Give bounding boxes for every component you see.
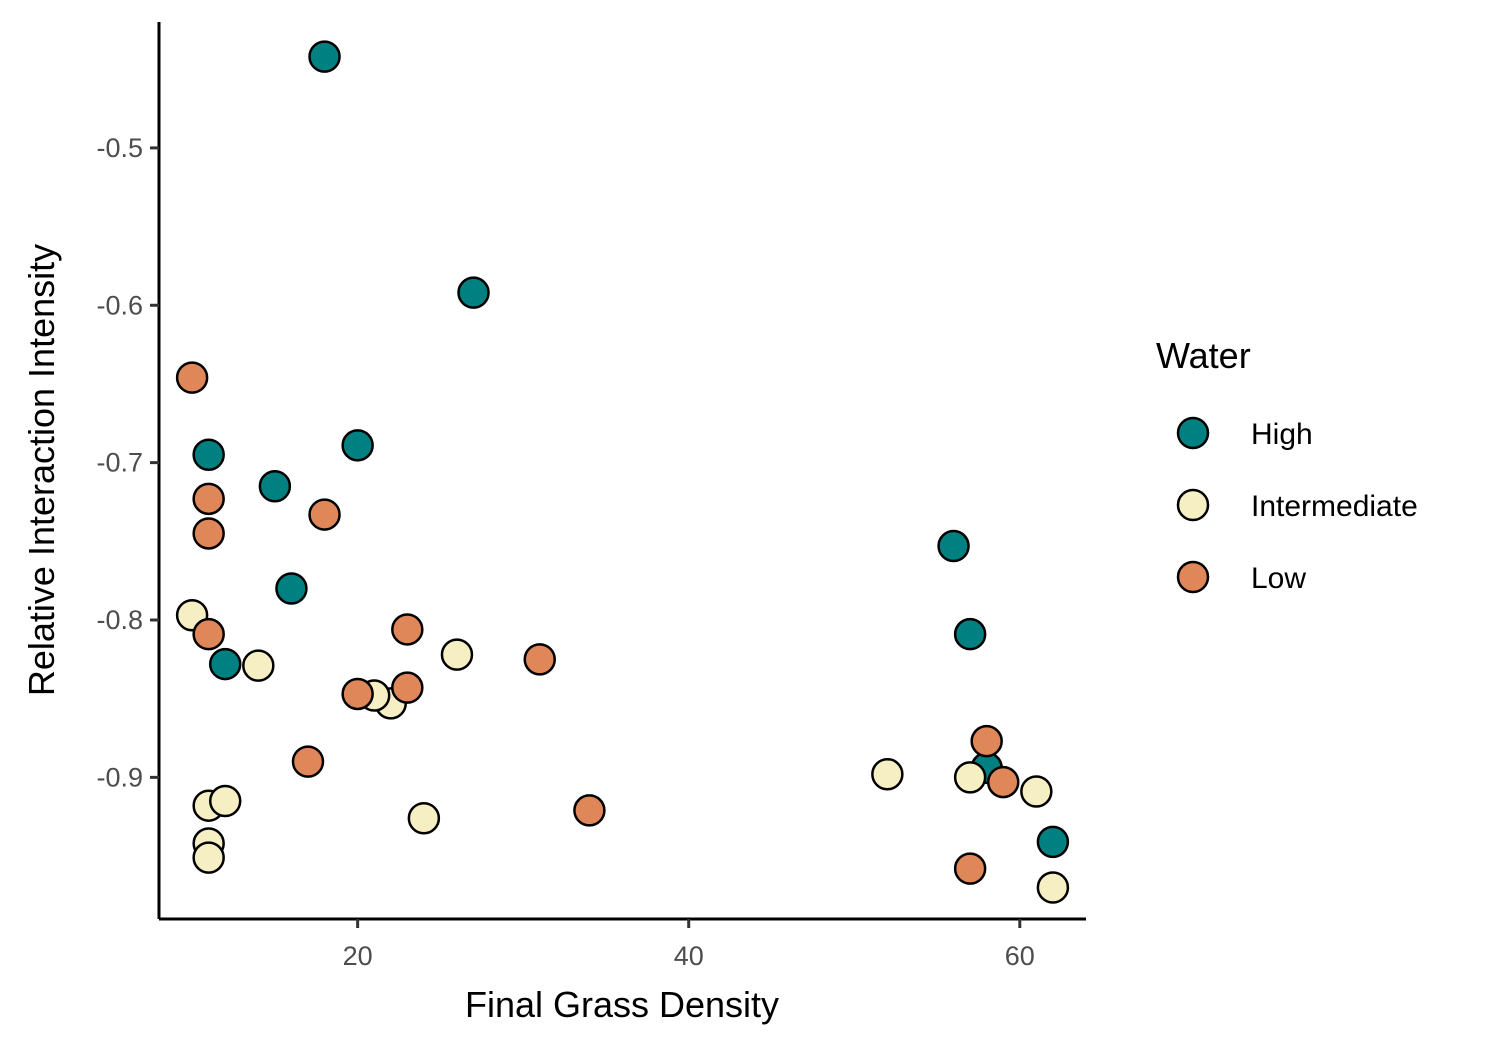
- y-tick-label: -0.6: [96, 290, 143, 320]
- data-point: [308, 498, 341, 531]
- data-point: [1036, 871, 1070, 904]
- data-point: [192, 482, 225, 516]
- x-axis-title: Final Grass Density: [465, 984, 779, 1025]
- series-low: [175, 361, 1020, 885]
- data-point: [192, 617, 225, 651]
- y-tick-label: -0.5: [96, 133, 143, 163]
- legend-key-intermediate: [1176, 488, 1210, 522]
- data-point: [457, 276, 490, 309]
- data-point: [440, 638, 474, 671]
- data-point: [391, 671, 424, 704]
- data-point: [871, 757, 904, 791]
- legend-label-low: Low: [1251, 562, 1306, 595]
- data-point: [953, 761, 987, 794]
- legend-label-intermediate: Intermediate: [1251, 490, 1418, 523]
- y-tick-label: -0.9: [96, 762, 143, 792]
- data-point: [407, 802, 441, 835]
- x-tick-label: 60: [1005, 941, 1035, 971]
- y-tick-label: -0.8: [96, 605, 143, 635]
- data-point: [573, 794, 606, 827]
- x-axis-ticks: 20 40 60: [343, 919, 1035, 971]
- data-point: [208, 647, 242, 681]
- legend-label-high: High: [1251, 418, 1313, 451]
- legend-key-high: [1176, 416, 1210, 450]
- data-point: [258, 469, 292, 503]
- data-point: [953, 852, 987, 885]
- data-point: [208, 784, 242, 818]
- data-point: [953, 617, 987, 651]
- legend-title: Water: [1156, 335, 1251, 376]
- data-point: [970, 724, 1003, 758]
- data-point: [291, 745, 325, 778]
- legend: Water High Intermediate Low: [1156, 335, 1418, 595]
- legend-key-low: [1176, 560, 1210, 594]
- data-point: [242, 649, 275, 682]
- y-axis-title: Relative Interaction Intensity: [21, 244, 62, 696]
- y-axis-ticks: -0.5 -0.6 -0.7 -0.8 -0.9: [96, 133, 159, 792]
- points-layer: [175, 40, 1070, 904]
- data-point: [391, 613, 424, 646]
- data-point: [341, 429, 374, 462]
- data-point: [275, 572, 308, 605]
- data-point: [175, 361, 209, 394]
- x-tick-label: 40: [674, 941, 704, 971]
- data-point: [308, 40, 341, 73]
- data-point: [341, 677, 374, 711]
- data-point: [523, 643, 556, 676]
- data-point: [937, 529, 970, 563]
- data-point: [1020, 775, 1053, 808]
- series-high: [192, 40, 1070, 859]
- data-point: [192, 438, 225, 472]
- series-intermediate: [175, 599, 1070, 904]
- legend-items: High Intermediate Low: [1176, 416, 1418, 595]
- y-tick-label: -0.7: [96, 448, 143, 478]
- data-point: [192, 841, 225, 874]
- data-point: [986, 765, 1020, 799]
- x-tick-label: 20: [343, 941, 373, 971]
- data-point: [1036, 825, 1070, 859]
- data-point: [192, 517, 225, 550]
